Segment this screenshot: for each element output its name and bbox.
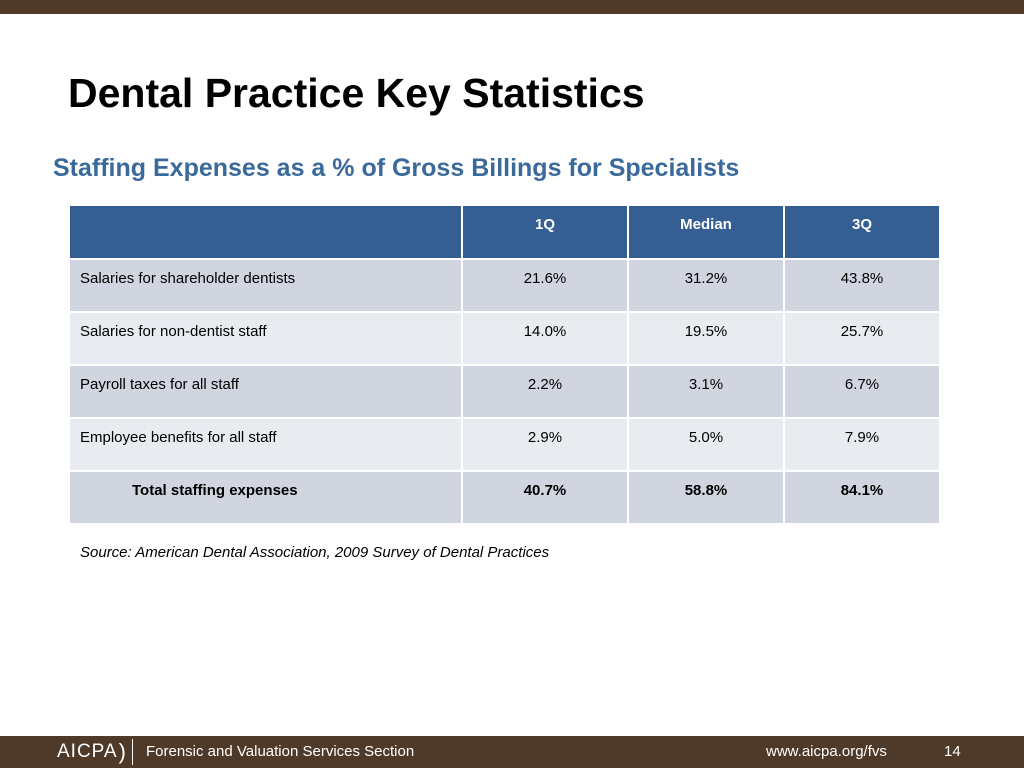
total-row-label: Total staffing expenses <box>68 470 463 525</box>
column-header-3q: 3Q <box>783 204 941 260</box>
cell-3q: 6.7% <box>783 364 941 419</box>
row-label: Employee benefits for all staff <box>68 417 463 472</box>
cell-3q: 43.8% <box>783 258 941 313</box>
cell-median: 31.2% <box>627 258 785 313</box>
source-citation: Source: American Dental Association, 200… <box>80 544 550 561</box>
cell-3q: 25.7% <box>783 311 941 366</box>
total-cell-median: 58.8% <box>627 470 785 525</box>
column-header-median: Median <box>627 204 785 260</box>
cell-1q: 2.9% <box>461 417 629 472</box>
total-cell-3q: 84.1% <box>783 470 941 525</box>
cell-3q: 7.9% <box>783 417 941 472</box>
footer-divider <box>132 739 133 765</box>
table-header-row: 1Q Median 3Q <box>68 204 941 260</box>
table-row: Employee benefits for all staff 2.9% 5.0… <box>68 417 941 472</box>
slide-title: Dental Practice Key Statistics <box>68 70 645 116</box>
total-cell-1q: 40.7% <box>461 470 629 525</box>
row-label: Salaries for non-dentist staff <box>68 311 463 366</box>
slide-subtitle: Staffing Expenses as a % of Gross Billin… <box>53 154 740 182</box>
table-total-row: Total staffing expenses 40.7% 58.8% 84.1… <box>68 470 941 525</box>
table-row: Salaries for non-dentist staff 14.0% 19.… <box>68 311 941 366</box>
cell-median: 19.5% <box>627 311 785 366</box>
staffing-expenses-table: 1Q Median 3Q Salaries for shareholder de… <box>68 204 941 525</box>
row-label: Payroll taxes for all staff <box>68 364 463 419</box>
table-row: Salaries for shareholder dentists 21.6% … <box>68 258 941 313</box>
row-label: Salaries for shareholder dentists <box>68 258 463 313</box>
column-header-label <box>68 204 463 260</box>
footer-url[interactable]: www.aicpa.org/fvs <box>766 743 887 760</box>
footer-bar: AICPA) Forensic and Valuation Services S… <box>0 736 1024 768</box>
logo-text: AICPA <box>57 741 118 762</box>
table-row: Payroll taxes for all staff 2.2% 3.1% 6.… <box>68 364 941 419</box>
top-bar <box>0 0 1024 14</box>
column-header-1q: 1Q <box>461 204 629 260</box>
footer-section-name: Forensic and Valuation Services Section <box>146 743 415 760</box>
cell-median: 5.0% <box>627 417 785 472</box>
page-number: 14 <box>944 743 961 760</box>
cell-median: 3.1% <box>627 364 785 419</box>
aicpa-logo: AICPA) <box>57 740 127 764</box>
cell-1q: 14.0% <box>461 311 629 366</box>
cell-1q: 21.6% <box>461 258 629 313</box>
logo-arc-icon: ) <box>118 739 127 764</box>
cell-1q: 2.2% <box>461 364 629 419</box>
